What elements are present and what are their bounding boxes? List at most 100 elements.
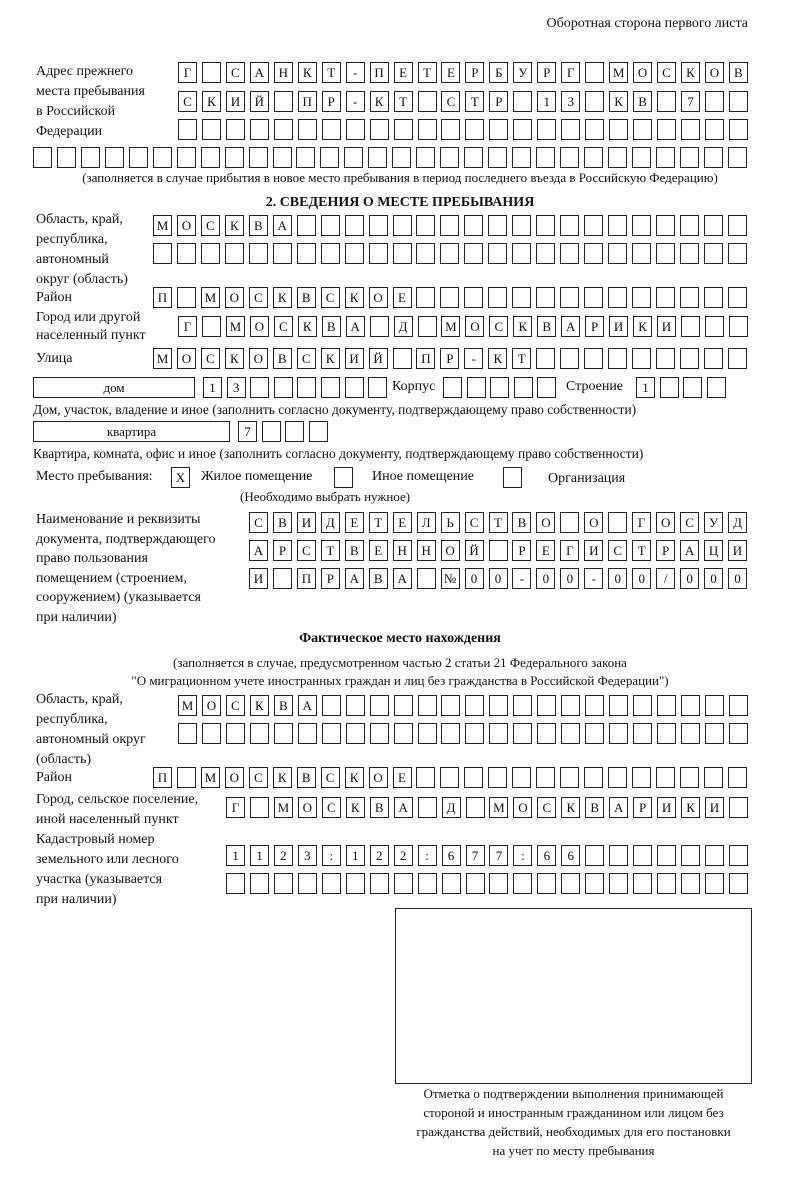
street-row-cell[interactable] xyxy=(536,348,556,369)
cadastre-row-2-cell[interactable] xyxy=(226,873,245,894)
prev-address-row-2-cell[interactable] xyxy=(513,91,533,112)
prev-address-row-2-cell[interactable]: С xyxy=(441,91,461,112)
city-row-cell[interactable]: А xyxy=(561,316,581,337)
street-row-cell[interactable]: Й xyxy=(368,348,388,369)
region-row-1-cell[interactable] xyxy=(464,215,484,236)
actual-district-row-cell[interactable] xyxy=(488,767,508,788)
district-row-cell[interactable]: Е xyxy=(392,287,412,308)
district-row-cell[interactable] xyxy=(176,287,196,308)
prev-address-row-2-cell[interactable] xyxy=(657,91,676,112)
street-row-cell[interactable] xyxy=(608,348,628,369)
prev-address-row-3-cell[interactable] xyxy=(489,119,509,140)
actual-region-row-2-cell[interactable] xyxy=(369,723,389,744)
city-row-cell[interactable]: С xyxy=(489,316,509,337)
prev-address-row-2-cell[interactable]: Т xyxy=(393,91,413,112)
region-row-1-cell[interactable] xyxy=(392,215,412,236)
region-row-1-cell[interactable] xyxy=(488,215,508,236)
street-row-cell[interactable] xyxy=(679,348,699,369)
district-row-cell[interactable] xyxy=(464,287,484,308)
actual-region-row-1-cell[interactable]: С xyxy=(225,695,245,716)
district-row-cell[interactable] xyxy=(536,287,556,308)
prev-address-row-4-cell[interactable] xyxy=(33,147,52,168)
cadastre-row-2-cell[interactable] xyxy=(513,873,533,894)
prev-address-row-3-cell[interactable] xyxy=(369,119,389,140)
prev-address-row-2-cell[interactable] xyxy=(704,91,724,112)
prev-address-row-3-cell[interactable] xyxy=(561,119,581,140)
actual-district-row-cell[interactable] xyxy=(703,767,723,788)
actual-region-row-1-cell[interactable] xyxy=(680,695,700,716)
checkbox-residential[interactable]: X xyxy=(171,467,190,488)
prev-address-row-1-cell[interactable] xyxy=(201,62,221,83)
prev-address-row-2-cell[interactable]: - xyxy=(345,91,365,112)
actual-region-row-1-cell[interactable]: В xyxy=(273,695,293,716)
actual-region-row-2-cell[interactable] xyxy=(537,723,557,744)
prev-address-row-4-cell[interactable] xyxy=(344,147,364,168)
prev-address-row-4-cell[interactable] xyxy=(320,147,340,168)
city-row-cell[interactable]: М xyxy=(441,316,461,337)
region-row-1-cell[interactable] xyxy=(584,215,604,236)
region-row-2-cell[interactable] xyxy=(320,243,340,264)
city-row-cell[interactable]: К xyxy=(513,316,533,337)
prev-address-row-2-cell[interactable] xyxy=(417,91,437,112)
actual-city-row-cell[interactable] xyxy=(249,797,269,818)
prev-address-row-1-cell[interactable]: Р xyxy=(537,62,557,83)
document-row-3-cell[interactable]: 0 xyxy=(728,568,747,589)
prev-address-row-1-cell[interactable]: Е xyxy=(393,62,413,83)
cadastre-row-2-cell[interactable] xyxy=(297,873,317,894)
document-row-1-cell[interactable]: Т xyxy=(368,512,388,533)
region-row-2-cell[interactable] xyxy=(176,243,196,264)
actual-region-row-1-cell[interactable] xyxy=(585,695,605,716)
cadastre-row-2-cell[interactable] xyxy=(728,873,748,894)
prev-address-row-4-cell[interactable] xyxy=(224,147,244,168)
building-cell[interactable] xyxy=(683,377,703,398)
prev-address-row-3-cell[interactable] xyxy=(657,119,676,140)
region-row-2-cell[interactable] xyxy=(488,243,508,264)
actual-district-row-cell[interactable] xyxy=(679,767,699,788)
prev-address-row-4-cell[interactable] xyxy=(535,147,555,168)
prev-address-row-1-cell[interactable]: С xyxy=(225,62,245,83)
region-row-2-cell[interactable] xyxy=(248,243,268,264)
prev-address-row-2-cell[interactable]: С xyxy=(178,91,197,112)
region-row-1-cell[interactable] xyxy=(560,215,580,236)
apartment-number-cell[interactable]: 7 xyxy=(238,421,257,442)
prev-address-row-4-cell[interactable] xyxy=(440,147,460,168)
actual-district-row-cell[interactable] xyxy=(608,767,628,788)
cadastre-row-1-cell[interactable]: : xyxy=(513,845,533,866)
prev-address-row-3-cell[interactable] xyxy=(345,119,365,140)
prev-address-row-1-cell[interactable]: К xyxy=(297,62,317,83)
cadastre-row-2-cell[interactable] xyxy=(537,873,557,894)
prev-address-row-4-cell[interactable] xyxy=(512,147,531,168)
document-row-1-cell[interactable]: Г xyxy=(632,512,652,533)
street-row-cell[interactable]: О xyxy=(176,348,196,369)
region-row-2-cell[interactable] xyxy=(679,243,699,264)
document-row-3-cell[interactable]: И xyxy=(249,568,268,589)
document-row-2-cell[interactable]: И xyxy=(584,540,604,561)
prev-address-row-3-cell[interactable] xyxy=(465,119,485,140)
cadastre-row-2-cell[interactable] xyxy=(273,873,293,894)
prev-address-row-3-cell[interactable] xyxy=(273,119,293,140)
actual-city-row-cell[interactable]: К xyxy=(681,797,701,818)
document-row-3-cell[interactable]: Р xyxy=(320,568,340,589)
document-row-2-cell[interactable]: С xyxy=(296,540,316,561)
cadastre-row-2-cell[interactable] xyxy=(369,873,389,894)
prev-address-row-2-cell[interactable]: Р xyxy=(321,91,341,112)
district-row-cell[interactable] xyxy=(703,287,723,308)
prev-address-row-4-cell[interactable] xyxy=(200,147,220,168)
document-row-3-cell[interactable]: - xyxy=(584,568,604,589)
house-number-cell[interactable]: 3 xyxy=(226,377,246,398)
actual-region-row-1-cell[interactable] xyxy=(345,695,365,716)
actual-district-row-cell[interactable] xyxy=(536,767,556,788)
document-row-3-cell[interactable]: 0 xyxy=(632,568,652,589)
prev-address-row-4-cell[interactable] xyxy=(583,147,603,168)
prev-address-row-3-cell[interactable] xyxy=(585,119,605,140)
actual-region-row-2-cell[interactable] xyxy=(513,723,533,744)
region-row-2-cell[interactable] xyxy=(200,243,220,264)
actual-region-row-2-cell[interactable] xyxy=(393,723,413,744)
region-row-2-cell[interactable] xyxy=(727,243,747,264)
prev-address-row-2-cell[interactable] xyxy=(585,91,605,112)
prev-address-row-2-cell[interactable]: К xyxy=(201,91,221,112)
actual-region-row-1-cell[interactable] xyxy=(537,695,557,716)
prev-address-row-1-cell[interactable]: О xyxy=(633,62,653,83)
city-row-cell[interactable]: Д xyxy=(393,316,413,337)
actual-district-row-cell[interactable] xyxy=(655,767,675,788)
